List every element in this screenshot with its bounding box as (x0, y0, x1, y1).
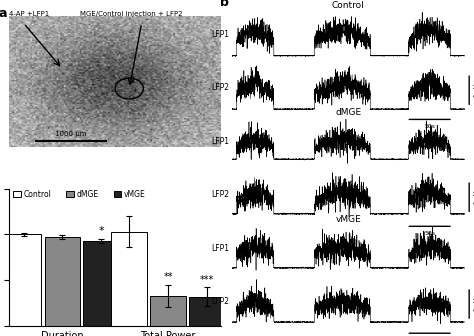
Title: Control: Control (332, 1, 365, 10)
Text: *: * (98, 226, 104, 236)
Bar (83, 241, 119, 326)
Text: LFP2: LFP2 (212, 297, 230, 306)
Text: LFP1: LFP1 (212, 137, 230, 146)
Text: **: ** (163, 272, 173, 282)
Title: dMGE: dMGE (335, 108, 361, 117)
Text: LFP2: LFP2 (212, 190, 230, 199)
Text: 4-AP +LFP1: 4-AP +LFP1 (9, 11, 50, 16)
Title: vMGE: vMGE (336, 215, 361, 224)
Text: 1000 μm: 1000 μm (55, 131, 87, 137)
Text: 50s: 50s (424, 231, 435, 236)
Bar (45, 237, 80, 326)
Text: MGE/Control injection + LFP2: MGE/Control injection + LFP2 (80, 11, 182, 16)
Text: a: a (0, 7, 8, 20)
Text: LFP1: LFP1 (212, 244, 230, 253)
Bar (111, 232, 147, 326)
Text: 50s: 50s (424, 124, 435, 129)
Legend: Control, dMGE, vMGE: Control, dMGE, vMGE (13, 190, 146, 199)
Bar (189, 297, 225, 326)
Bar (150, 296, 186, 326)
Bar (6, 235, 41, 326)
Text: LFP1: LFP1 (212, 30, 230, 39)
Text: LFP2: LFP2 (212, 83, 230, 92)
Text: b: b (220, 0, 229, 8)
Text: ***: *** (200, 275, 214, 285)
